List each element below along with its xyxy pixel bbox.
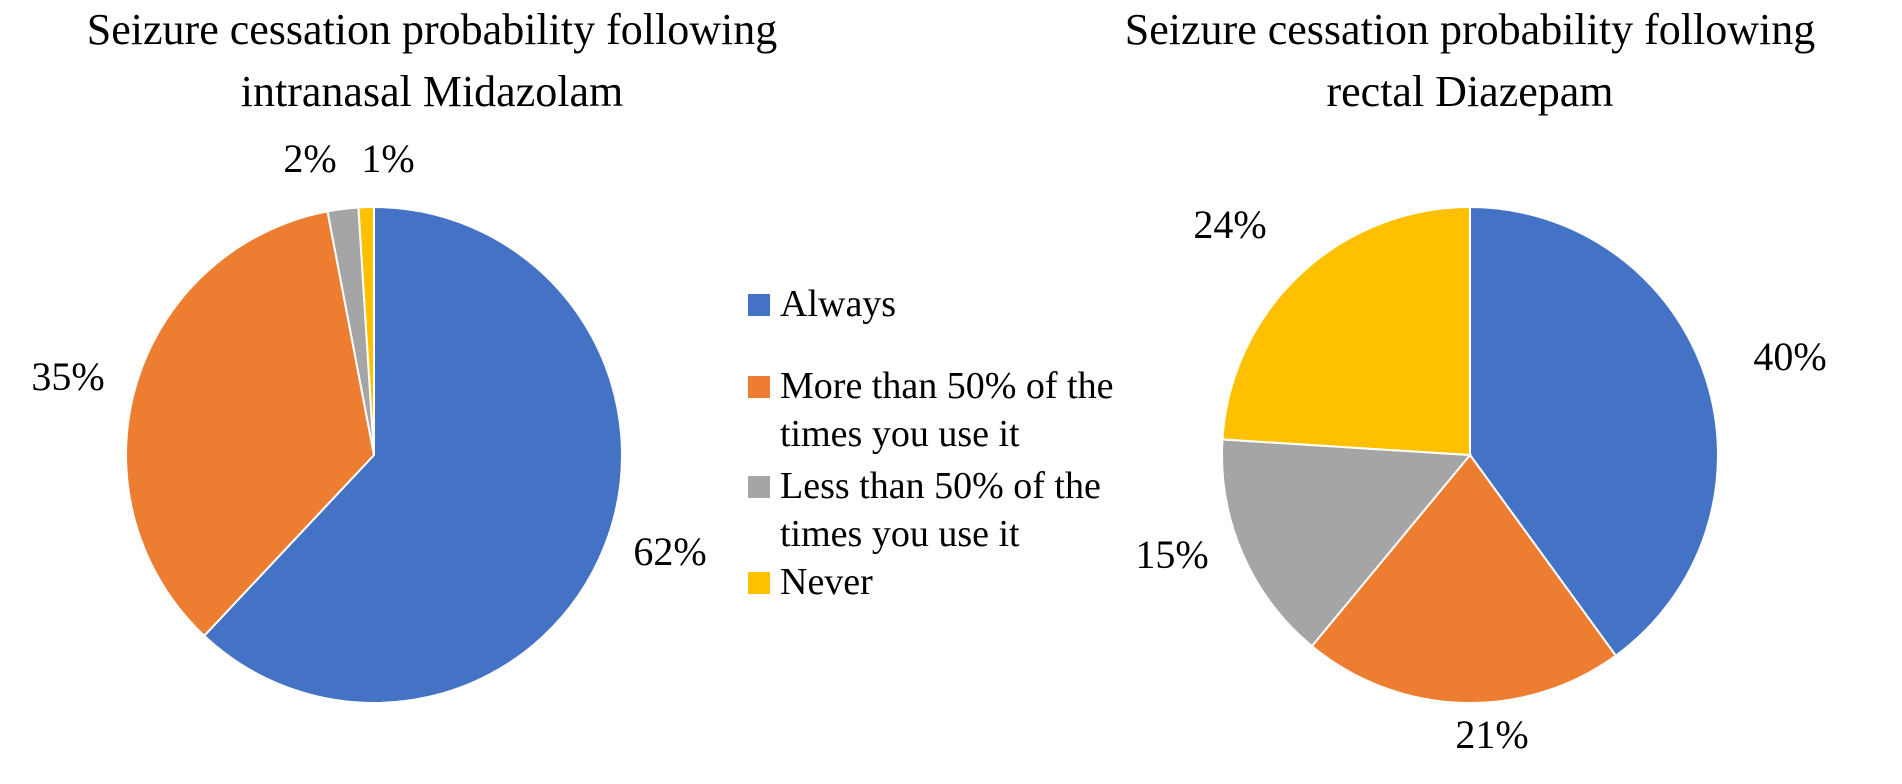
chart-title-line: Seizure cessation probability following	[87, 5, 777, 54]
legend-swatch	[748, 294, 770, 316]
slice-data-label: 1%	[361, 136, 414, 181]
pie-chart-midazolam: Seizure cessation probability following i…	[31, 5, 777, 704]
legend-label: Always	[780, 283, 896, 325]
chart-title-line: rectal Diazepam	[1326, 67, 1613, 116]
legend: Always More than 50% of the times you use …	[748, 283, 1113, 603]
slice-data-label: 62%	[633, 529, 706, 574]
legend-swatch	[748, 572, 770, 594]
legend-swatch	[748, 476, 770, 498]
pie-slice	[202, 205, 623, 704]
slice-data-label: 2%	[283, 136, 336, 181]
pie-slice	[1310, 453, 1618, 704]
legend-label: times you use it	[780, 413, 1020, 455]
legend-label: Never	[780, 561, 873, 603]
legend-label: More than 50% of the	[780, 365, 1113, 407]
slice-data-label: 35%	[31, 354, 104, 399]
slice-data-label: 21%	[1455, 712, 1528, 757]
pie-slice	[1221, 438, 1473, 648]
pie-slice	[357, 205, 375, 456]
pie-slice	[1221, 205, 1471, 457]
chart-title-line: Seizure cessation probability following	[1125, 5, 1815, 54]
legend-swatch	[748, 376, 770, 398]
pie-slice	[1469, 205, 1719, 658]
pie-slice	[125, 210, 376, 638]
legend-label: times you use it	[780, 513, 1020, 555]
pie-chart-diazepam: Seizure cessation probability following r…	[1125, 5, 1827, 757]
slice-data-label: 40%	[1753, 334, 1826, 379]
slice-data-label: 15%	[1135, 532, 1208, 577]
legend-label: Less than 50% of the	[780, 465, 1101, 507]
chart-title-line: intranasal Midazolam	[241, 67, 623, 116]
slice-data-label: 24%	[1193, 202, 1266, 247]
